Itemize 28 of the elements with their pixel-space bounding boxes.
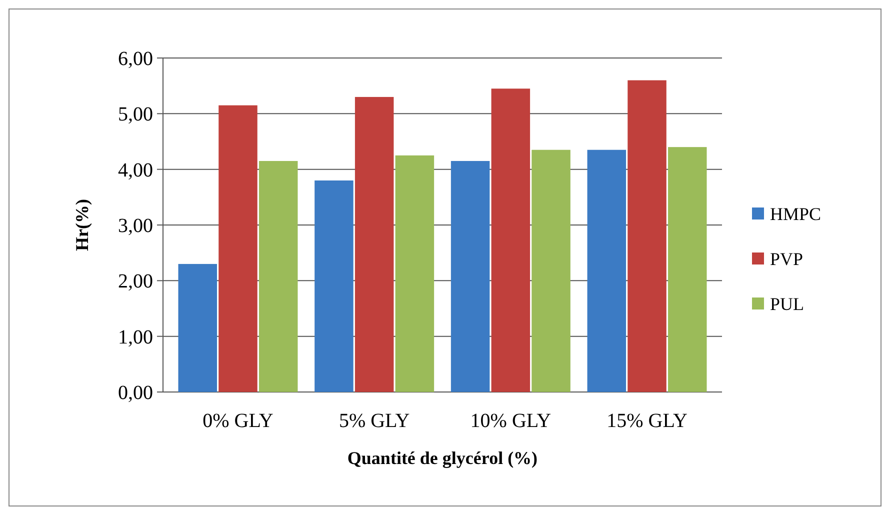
bar — [491, 88, 530, 392]
bar — [532, 150, 570, 392]
bar — [628, 80, 666, 392]
y-tick-label: 2,00 — [118, 270, 153, 293]
x-tick-label: 5% GLY — [338, 410, 410, 432]
x-tick-label: 0% GLY — [202, 410, 274, 432]
legend-label: PVP — [770, 248, 804, 269]
y-tick-label: 6,00 — [118, 48, 153, 70]
bar — [587, 150, 626, 392]
x-tick-label: 10% GLY — [470, 410, 552, 432]
x-tick-label: 15% GLY — [606, 410, 688, 432]
y-tick-label: 3,00 — [118, 215, 153, 237]
bar — [314, 180, 354, 392]
y-tick-label: 0,00 — [118, 382, 153, 404]
x-axis-title: Quantité de glycérol (%) — [347, 448, 538, 468]
bar — [668, 147, 707, 392]
y-tick-label: 5,00 — [118, 104, 153, 126]
y-tick-label: 1,00 — [118, 326, 153, 348]
y-tick-label: 4,00 — [118, 159, 153, 182]
bar — [354, 96, 394, 392]
bar — [218, 105, 258, 392]
bar — [395, 155, 434, 392]
y-axis-title: Hr(%) — [72, 199, 92, 251]
bar — [178, 264, 217, 392]
legend-label: HMPC — [770, 204, 822, 224]
bar — [258, 160, 298, 392]
bar — [450, 160, 490, 392]
legend-label: PUL — [770, 294, 804, 314]
